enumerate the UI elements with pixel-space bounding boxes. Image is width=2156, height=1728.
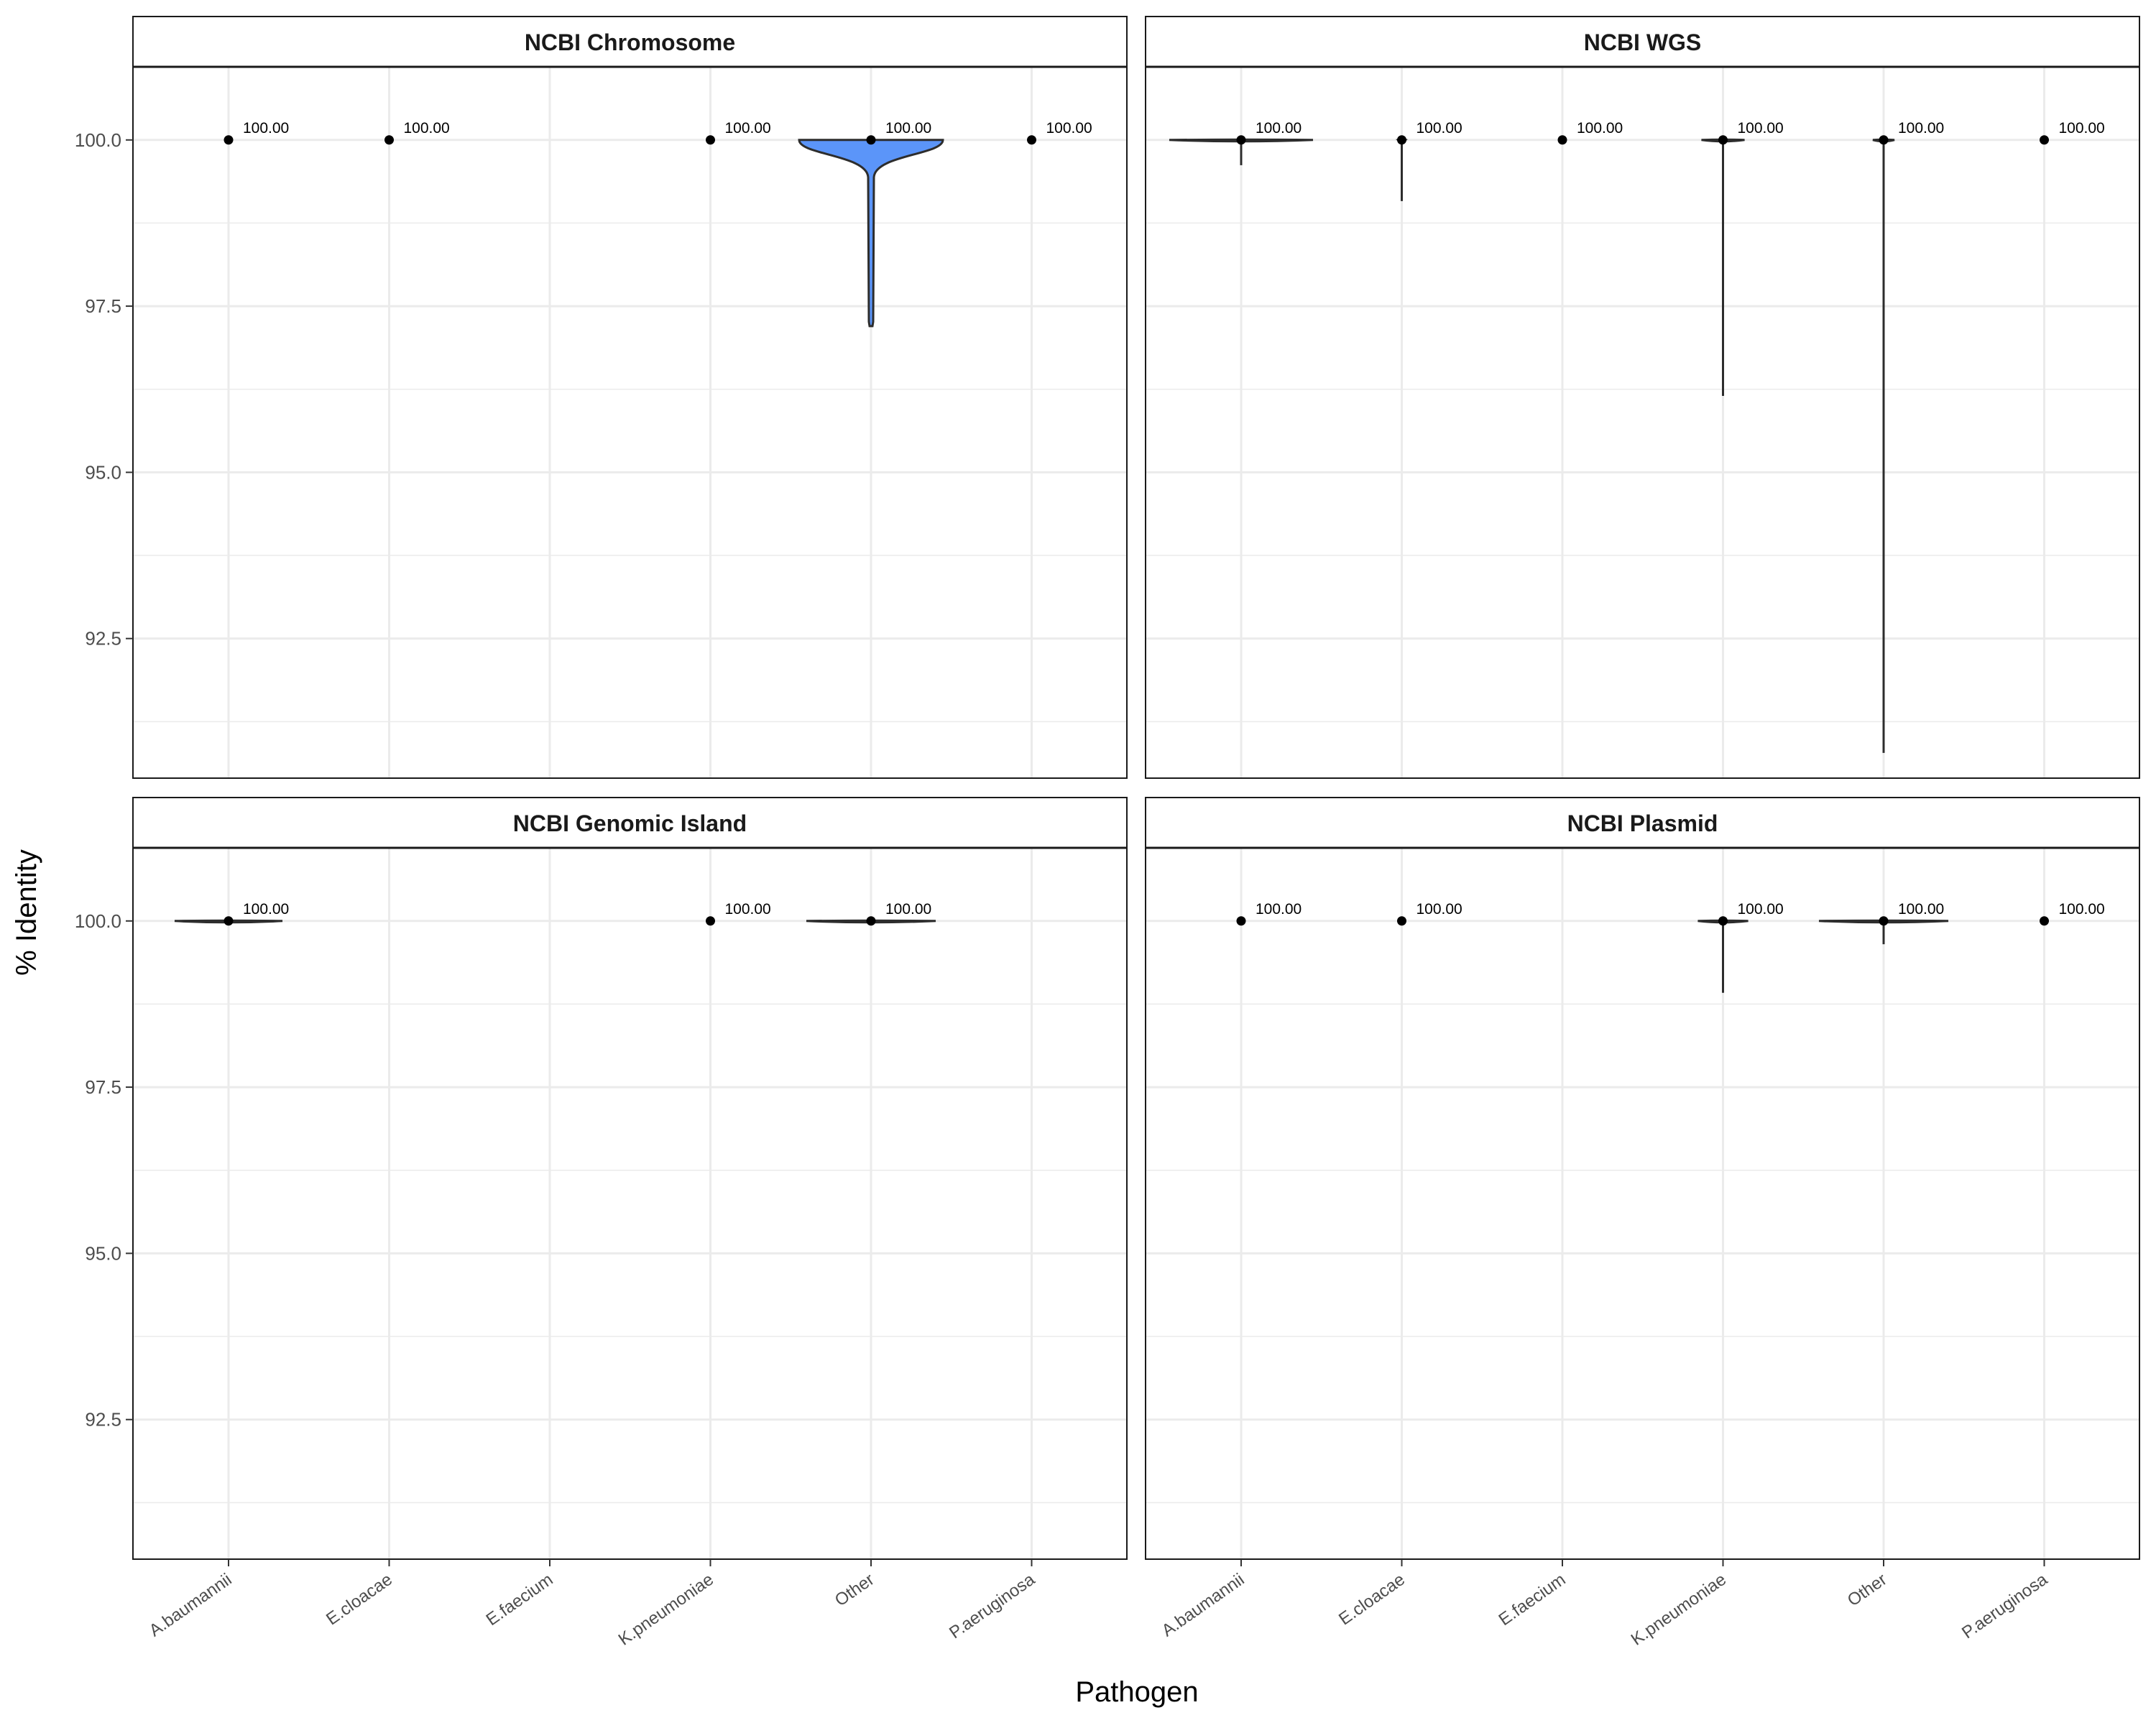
- median-point: [866, 135, 876, 145]
- median-point: [1718, 135, 1728, 145]
- median-label: 100.00: [885, 120, 931, 137]
- median-label: 100.00: [1738, 120, 1784, 137]
- median-label: 100.00: [243, 120, 289, 137]
- median-point: [224, 135, 234, 145]
- median-label: 100.00: [243, 901, 289, 918]
- y-tick-label: 97.5: [85, 1076, 121, 1098]
- facet-strip: [132, 797, 1128, 849]
- median-label: 100.00: [1416, 901, 1462, 918]
- median-point: [866, 916, 876, 926]
- facet-title: NCBI Genomic Island: [513, 810, 747, 836]
- facet-strip: [132, 16, 1128, 68]
- y-axis-title: % Identity: [11, 849, 42, 976]
- median-point: [1879, 135, 1889, 145]
- median-point: [2040, 135, 2049, 145]
- median-point: [1027, 135, 1036, 145]
- median-label: 100.00: [725, 901, 771, 918]
- panel-2: 100.00 100.00 100.00 100.00 100.00 100.00 NCBI…: [1145, 16, 2140, 779]
- x-axis-title: Pathogen: [1075, 1676, 1198, 1708]
- y-tick-label: 92.5: [85, 628, 121, 650]
- panel-1: 100.00 100.00 100.00 100.00 100.00 NCBI Chrom…: [75, 16, 1128, 779]
- violin-shape: [798, 139, 944, 328]
- median-label: 100.00: [1738, 901, 1784, 918]
- median-label: 100.00: [1046, 120, 1092, 137]
- median-point: [1718, 916, 1728, 926]
- y-tick-label: 97.5: [85, 295, 121, 317]
- median-label: 100.00: [2059, 901, 2105, 918]
- median-label: 100.00: [885, 901, 931, 918]
- y-tick-label: 95.0: [85, 1242, 121, 1264]
- y-tick-label: 100.0: [75, 910, 121, 932]
- facet-title: NCBI WGS: [1584, 29, 1702, 55]
- median-point: [1557, 135, 1567, 145]
- median-label: 100.00: [725, 120, 771, 137]
- facet-title: NCBI Plasmid: [1567, 810, 1718, 836]
- median-point: [2040, 916, 2049, 926]
- median-point: [1397, 135, 1406, 145]
- median-point: [1879, 916, 1889, 926]
- median-point: [1397, 916, 1406, 926]
- median-label: 100.00: [1256, 901, 1302, 918]
- median-label: 100.00: [1577, 120, 1623, 137]
- median-point: [224, 916, 234, 926]
- median-point: [384, 135, 394, 145]
- y-tick-label: 100.0: [75, 129, 121, 151]
- median-label: 100.00: [1898, 120, 1944, 137]
- y-tick-label: 92.5: [85, 1409, 121, 1431]
- median-point: [706, 135, 715, 145]
- median-point: [1236, 135, 1246, 145]
- median-label: 100.00: [404, 120, 450, 137]
- median-label: 100.00: [1416, 120, 1462, 137]
- facet-strip: [1145, 797, 2140, 849]
- median-point: [706, 916, 715, 926]
- median-label: 100.00: [1256, 120, 1302, 137]
- median-label: 100.00: [2059, 120, 2105, 137]
- median-point: [1236, 916, 1246, 926]
- median-label: 100.00: [1898, 901, 1944, 918]
- y-tick-label: 95.0: [85, 461, 121, 483]
- facet-title: NCBI Chromosome: [525, 29, 735, 55]
